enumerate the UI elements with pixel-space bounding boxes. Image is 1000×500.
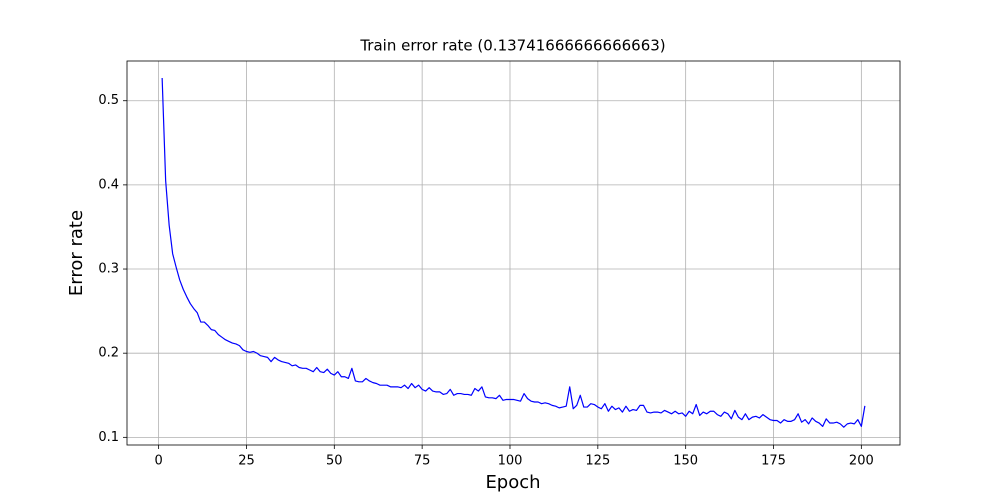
x-axis-label: Epoch xyxy=(485,472,540,493)
y-tick-label: 0.2 xyxy=(98,346,119,361)
y-tick-label: 0.4 xyxy=(98,177,119,192)
chart-title: Train error rate (0.13741666666666663) xyxy=(359,37,665,55)
y-tick-label: 0.5 xyxy=(98,93,119,108)
data-line xyxy=(161,77,866,428)
y-tick-label: 0.3 xyxy=(98,262,119,277)
y-tick-label: 0.1 xyxy=(98,430,119,445)
x-tick-label: 150 xyxy=(673,454,698,469)
x-tick-label: 200 xyxy=(849,454,874,469)
x-tick-label: 25 xyxy=(238,454,255,469)
plot-frame xyxy=(126,60,901,446)
x-tick-label: 50 xyxy=(326,454,343,469)
x-tick-label: 175 xyxy=(761,454,786,469)
x-tick-label: 100 xyxy=(498,454,523,469)
x-tick-label: 0 xyxy=(154,454,162,469)
y-axis-label: Error rate xyxy=(66,210,87,296)
x-tick-label: 125 xyxy=(585,454,610,469)
x-tick-label: 75 xyxy=(414,454,431,469)
